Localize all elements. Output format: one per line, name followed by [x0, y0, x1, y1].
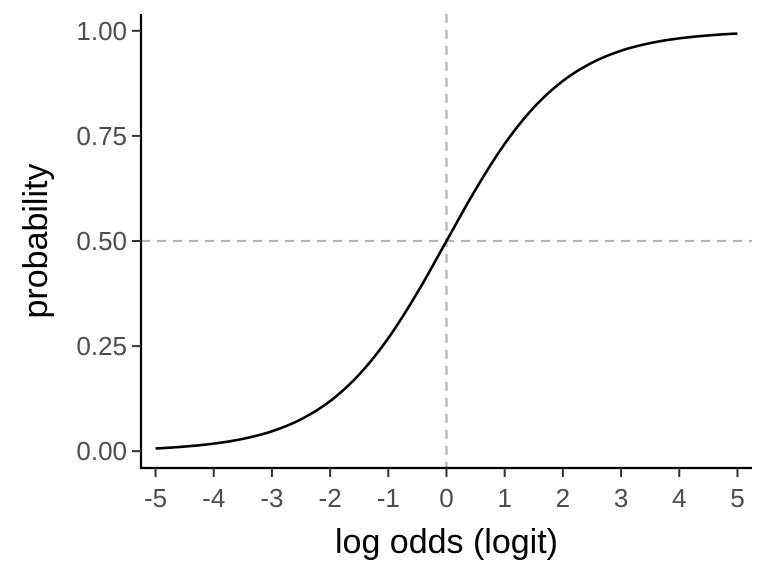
y-tick-label: 0.25	[76, 331, 127, 361]
x-axis-title: log odds (logit)	[335, 523, 558, 561]
x-tick-label: -4	[202, 483, 225, 513]
x-tick-label: 1	[497, 483, 511, 513]
series-layer	[155, 32, 738, 450]
y-axis-title: probability	[17, 164, 55, 319]
y-tick-label: 0.50	[76, 226, 127, 256]
x-tick-label: -2	[319, 483, 342, 513]
x-tick-label: -3	[260, 483, 283, 513]
y-tick-label: 0.75	[76, 121, 127, 151]
x-axis-ticks: -5 -4 -3 -2 -1 0 1 2 3 4 5	[144, 468, 745, 513]
x-tick-label: -5	[144, 483, 167, 513]
y-tick-label: 0.00	[76, 436, 127, 466]
y-axis-ticks: 0.00 0.25 0.50 0.75 1.00	[76, 16, 141, 466]
x-tick-label: -1	[377, 483, 400, 513]
y-tick-label: 1.00	[76, 16, 127, 46]
x-tick-label: 2	[556, 483, 570, 513]
x-tick-label: 5	[730, 483, 744, 513]
x-tick-label: 3	[614, 483, 628, 513]
x-tick-label: 4	[672, 483, 686, 513]
series-line	[155, 32, 738, 450]
x-tick-label: 0	[439, 483, 453, 513]
